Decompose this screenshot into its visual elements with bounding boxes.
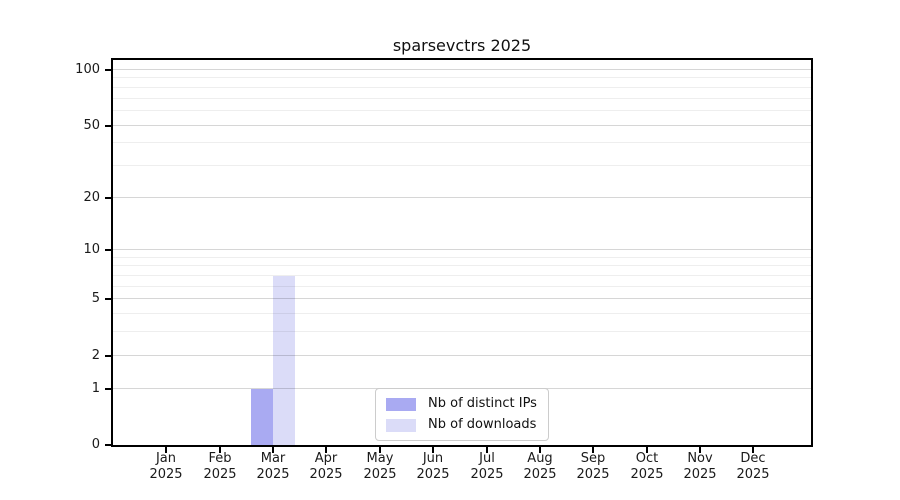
- x-tick-label: Jul 2025: [455, 451, 519, 483]
- x-tick-mark: [752, 447, 754, 453]
- x-tick-month: Sep: [580, 451, 606, 466]
- x-tick-year: 2025: [683, 467, 717, 482]
- bar-distinct-ips: [251, 389, 273, 445]
- y-tick-label: 100: [75, 62, 100, 77]
- y-tick-mark: [105, 355, 111, 357]
- x-tick-month: Jan: [155, 451, 177, 466]
- x-tick-label: Nov 2025: [668, 451, 732, 483]
- y-tick-mark: [105, 125, 111, 127]
- x-tick-label: Feb 2025: [188, 451, 252, 483]
- x-tick-month: Mar: [260, 451, 286, 466]
- x-tick-label: Dec 2025: [721, 451, 785, 483]
- legend-swatch-distinct-ips: [386, 397, 416, 411]
- x-tick-month: Apr: [314, 451, 338, 466]
- y-tick-label: 20: [83, 190, 100, 205]
- y-tick-label: 2: [91, 348, 100, 363]
- legend-swatch-downloads: [386, 418, 416, 432]
- x-tick-year: 2025: [736, 467, 770, 482]
- x-tick-mark: [699, 447, 701, 453]
- x-tick-month: Jun: [422, 451, 444, 466]
- x-tick-mark: [325, 447, 327, 453]
- x-tick-month: Oct: [635, 451, 659, 466]
- x-tick-mark: [592, 447, 594, 453]
- y-tick-mark: [105, 197, 111, 199]
- x-tick-year: 2025: [416, 467, 450, 482]
- x-tick-year: 2025: [576, 467, 610, 482]
- x-tick-year: 2025: [309, 467, 343, 482]
- x-tick-year: 2025: [363, 467, 397, 482]
- legend-label: Nb of distinct IPs: [428, 396, 537, 411]
- x-tick-mark: [165, 447, 167, 453]
- x-tick-mark: [432, 447, 434, 453]
- bars-layer: [113, 60, 811, 445]
- x-tick-month: Dec: [740, 451, 766, 466]
- x-tick-mark: [272, 447, 274, 453]
- x-tick-label: Apr 2025: [294, 451, 358, 483]
- x-tick-label: Oct 2025: [615, 451, 679, 483]
- x-tick-year: 2025: [470, 467, 504, 482]
- x-tick-mark: [379, 447, 381, 453]
- x-tick-month: Nov: [687, 451, 713, 466]
- x-tick-mark: [219, 447, 221, 453]
- legend-item: Nb of downloads: [386, 416, 537, 434]
- y-tick-mark: [105, 388, 111, 390]
- x-tick-label: Aug 2025: [508, 451, 572, 483]
- legend-item: Nb of distinct IPs: [386, 395, 537, 413]
- bar-downloads: [273, 276, 295, 445]
- y-tick-label: 1: [91, 381, 100, 396]
- x-tick-label: Mar 2025: [241, 451, 305, 483]
- x-tick-month: Jul: [479, 451, 495, 466]
- y-tick-mark: [105, 298, 111, 300]
- legend-label: Nb of downloads: [428, 417, 537, 432]
- legend: Nb of distinct IPs Nb of downloads: [375, 388, 549, 441]
- y-tick-label: 10: [83, 242, 100, 257]
- x-tick-mark: [646, 447, 648, 453]
- y-tick-label: 0: [91, 437, 100, 452]
- x-tick-mark: [539, 447, 541, 453]
- x-tick-month: Aug: [527, 451, 553, 466]
- x-tick-label: Jan 2025: [134, 451, 198, 483]
- x-tick-label: Sep 2025: [561, 451, 625, 483]
- y-tick-label: 50: [83, 118, 100, 133]
- x-tick-year: 2025: [203, 467, 237, 482]
- x-tick-year: 2025: [256, 467, 290, 482]
- chart-title: sparsevctrs 2025: [392, 36, 532, 55]
- x-tick-label: May 2025: [348, 451, 412, 483]
- y-tick-mark: [105, 69, 111, 71]
- x-tick-year: 2025: [523, 467, 557, 482]
- x-tick-year: 2025: [149, 467, 183, 482]
- plot-area: Nb of distinct IPs Nb of downloads: [111, 58, 813, 447]
- x-tick-year: 2025: [630, 467, 664, 482]
- x-tick-month: Feb: [208, 451, 232, 466]
- x-tick-label: Jun 2025: [401, 451, 465, 483]
- x-tick-mark: [486, 447, 488, 453]
- y-tick-mark: [105, 444, 111, 446]
- x-tick-month: May: [366, 451, 394, 466]
- y-tick-label: 5: [91, 291, 100, 306]
- y-tick-mark: [105, 249, 111, 251]
